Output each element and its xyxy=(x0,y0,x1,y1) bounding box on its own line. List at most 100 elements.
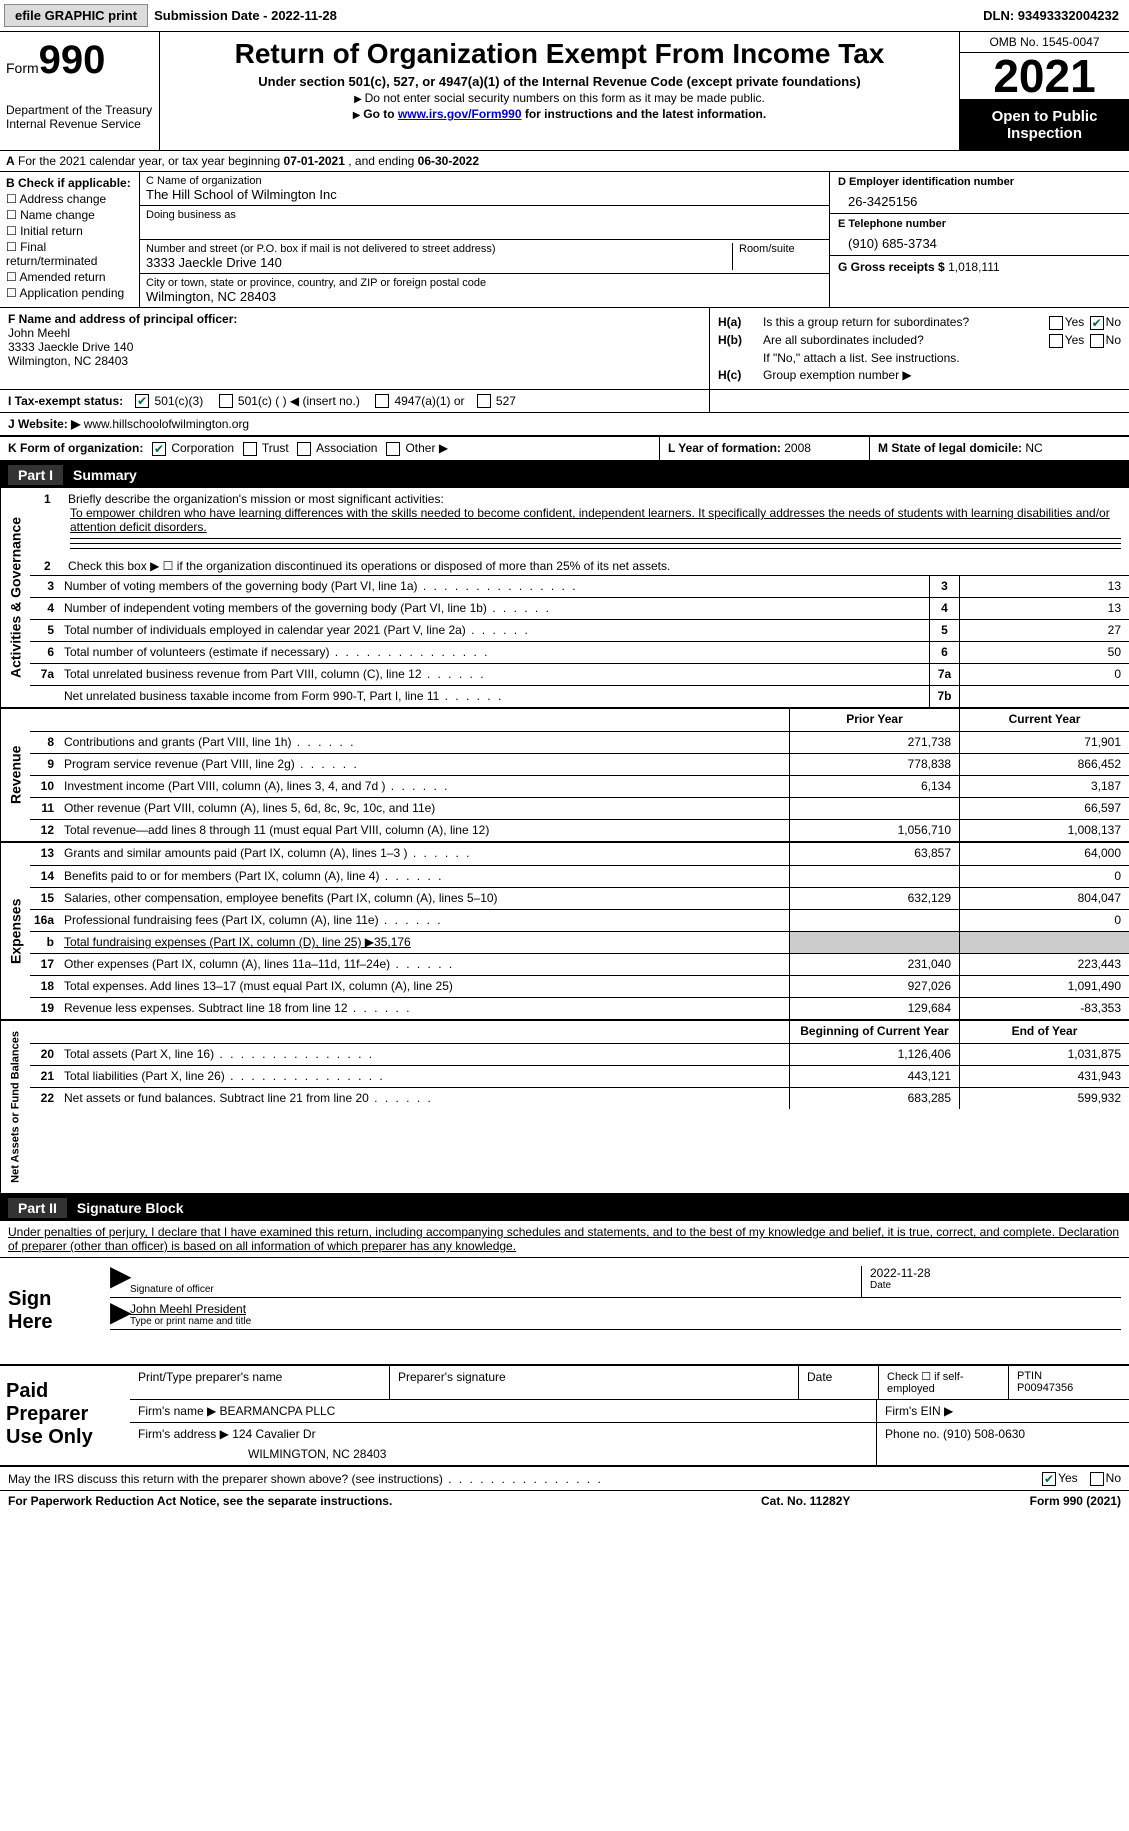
website-value: www.hillschoolofwilmington.org xyxy=(84,417,249,431)
check-527[interactable] xyxy=(477,394,491,408)
org-name-label: C Name of organization xyxy=(146,175,823,187)
row-j-website: J Website: ▶ www.hillschoolofwilmington.… xyxy=(0,413,1129,437)
tax-year: 2021 xyxy=(960,53,1129,100)
l10-current: 3,187 xyxy=(959,776,1129,797)
section-b-c-d: B Check if applicable: ☐ Address change … xyxy=(0,172,1129,308)
column-c-org-info: C Name of organization The Hill School o… xyxy=(140,172,829,307)
page-footer: For Paperwork Reduction Act Notice, see … xyxy=(0,1491,1129,1511)
room-label: Room/suite xyxy=(739,243,823,255)
check-501c3[interactable] xyxy=(135,394,149,408)
discuss-yes-no[interactable]: Yes No xyxy=(1040,1471,1121,1486)
year-formation: 2008 xyxy=(784,441,811,455)
ha-yes-no[interactable]: Yes No xyxy=(1047,315,1121,330)
check-501c[interactable] xyxy=(219,394,233,408)
hb-yes-no[interactable]: Yes No xyxy=(1047,333,1121,348)
ein-value: 26-3425156 xyxy=(838,188,1121,209)
l21-boy: 443,121 xyxy=(789,1066,959,1087)
firm-ein-label: Firm's EIN ▶ xyxy=(877,1400,1129,1422)
ptin-value: P00947356 xyxy=(1017,1382,1121,1394)
l17-current: 223,443 xyxy=(959,954,1129,975)
col-boy: Beginning of Current Year xyxy=(789,1021,959,1043)
part-1-header: Part ISummary xyxy=(0,462,1129,488)
form990-link[interactable]: www.irs.gov/Form990 xyxy=(398,107,522,121)
footer-paperwork: For Paperwork Reduction Act Notice, see … xyxy=(8,1494,761,1508)
l13-current: 64,000 xyxy=(959,843,1129,865)
column-b-checkboxes: B Check if applicable: ☐ Address change … xyxy=(0,172,140,307)
check-other[interactable] xyxy=(386,442,400,456)
check-association[interactable] xyxy=(297,442,311,456)
l16b-prior-shaded xyxy=(789,932,959,953)
gross-receipts-label: G Gross receipts $ xyxy=(838,260,948,274)
check-final-return[interactable]: ☐ Final return/terminated xyxy=(6,240,133,268)
sign-here-label: Sign Here xyxy=(0,1258,90,1364)
line-6-value: 50 xyxy=(959,642,1129,663)
check-trust[interactable] xyxy=(243,442,257,456)
check-name-change[interactable]: ☐ Name change xyxy=(6,208,133,222)
officer-printed-name: John Meehl President xyxy=(130,1302,1121,1316)
form-number: 990 xyxy=(39,38,106,82)
l13-prior: 63,857 xyxy=(789,843,959,865)
phone-value: (910) 685-3734 xyxy=(838,230,1121,251)
l10-prior: 6,134 xyxy=(789,776,959,797)
l18-prior: 927,026 xyxy=(789,976,959,997)
efile-print-button[interactable]: efile GRAPHIC print xyxy=(4,4,148,27)
signature-date: 2022-11-28 xyxy=(870,1266,1121,1280)
preparer-name-label: Print/Type preparer's name xyxy=(130,1366,390,1399)
name-arrow-icon: ▶ xyxy=(110,1302,130,1329)
firm-phone: Phone no. (910) 508-0630 xyxy=(877,1423,1129,1465)
l15-current: 804,047 xyxy=(959,888,1129,909)
row-a-tax-year: A For the 2021 calendar year, or tax yea… xyxy=(0,151,1129,172)
l19-prior: 129,684 xyxy=(789,998,959,1019)
l11-prior xyxy=(789,798,959,819)
city-label: City or town, state or province, country… xyxy=(146,277,823,289)
footer-cat-no: Cat. No. 11282Y xyxy=(761,1494,961,1508)
l22-eoy: 599,932 xyxy=(959,1088,1129,1109)
l8-current: 71,901 xyxy=(959,732,1129,753)
line-7a-value: 0 xyxy=(959,664,1129,685)
form-subtitle-1: Under section 501(c), 527, or 4947(a)(1)… xyxy=(170,74,949,89)
l9-prior: 778,838 xyxy=(789,754,959,775)
mission-text: To empower children who have learning di… xyxy=(70,506,1110,534)
l21-eoy: 431,943 xyxy=(959,1066,1129,1087)
l16a-prior xyxy=(789,910,959,931)
check-amended-return[interactable]: ☐ Amended return xyxy=(6,270,133,284)
officer-addr1: 3333 Jaeckle Drive 140 xyxy=(8,340,701,354)
self-employed-check[interactable]: Check ☐ if self-employed xyxy=(879,1366,1009,1399)
address: 3333 Jaeckle Drive 140 xyxy=(146,255,726,270)
summary-revenue: Revenue Prior YearCurrent Year 8Contribu… xyxy=(0,709,1129,843)
paid-preparer-block: Paid Preparer Use Only Print/Type prepar… xyxy=(0,1366,1129,1467)
paid-preparer-label: Paid Preparer Use Only xyxy=(0,1366,130,1465)
firm-name: BEARMANCPA PLLC xyxy=(220,1404,336,1418)
l12-prior: 1,056,710 xyxy=(789,820,959,841)
state-domicile: NC xyxy=(1025,441,1042,455)
tab-net-assets: Net Assets or Fund Balances xyxy=(0,1021,30,1193)
check-corporation[interactable] xyxy=(152,442,166,456)
officer-label: F Name and address of principal officer: xyxy=(8,312,701,326)
discuss-with-preparer: May the IRS discuss this return with the… xyxy=(0,1467,1129,1491)
date-label: Date xyxy=(870,1280,1121,1291)
section-f-h: F Name and address of principal officer:… xyxy=(0,308,1129,390)
form-label: Form xyxy=(6,60,39,76)
check-address-change[interactable]: ☐ Address change xyxy=(6,192,133,206)
ptin-label: PTIN xyxy=(1017,1370,1121,1382)
summary-expenses: Expenses 13Grants and similar amounts pa… xyxy=(0,843,1129,1021)
l16a-current: 0 xyxy=(959,910,1129,931)
officer-name: John Meehl xyxy=(8,326,701,340)
check-4947[interactable] xyxy=(375,394,389,408)
part-2-header: Part IISignature Block xyxy=(0,1195,1129,1221)
footer-form-ref: Form 990 (2021) xyxy=(961,1494,1121,1508)
summary-activities: Activities & Governance 1 Briefly descri… xyxy=(0,488,1129,709)
signature-label: Signature of officer xyxy=(130,1284,861,1295)
l12-current: 1,008,137 xyxy=(959,820,1129,841)
submission-date: Submission Date - 2022-11-28 xyxy=(154,8,337,23)
l14-prior xyxy=(789,866,959,887)
gross-receipts-value: 1,018,111 xyxy=(948,260,1000,274)
row-k-form-org: K Form of organization: Corporation Trus… xyxy=(0,437,1129,462)
line-5-value: 27 xyxy=(959,620,1129,641)
line-7b-value xyxy=(959,686,1129,707)
check-initial-return[interactable]: ☐ Initial return xyxy=(6,224,133,238)
firm-address-1: 124 Cavalier Dr xyxy=(232,1427,315,1441)
l20-eoy: 1,031,875 xyxy=(959,1044,1129,1065)
check-application-pending[interactable]: ☐ Application pending xyxy=(6,286,133,300)
org-name: The Hill School of Wilmington Inc xyxy=(146,187,823,202)
